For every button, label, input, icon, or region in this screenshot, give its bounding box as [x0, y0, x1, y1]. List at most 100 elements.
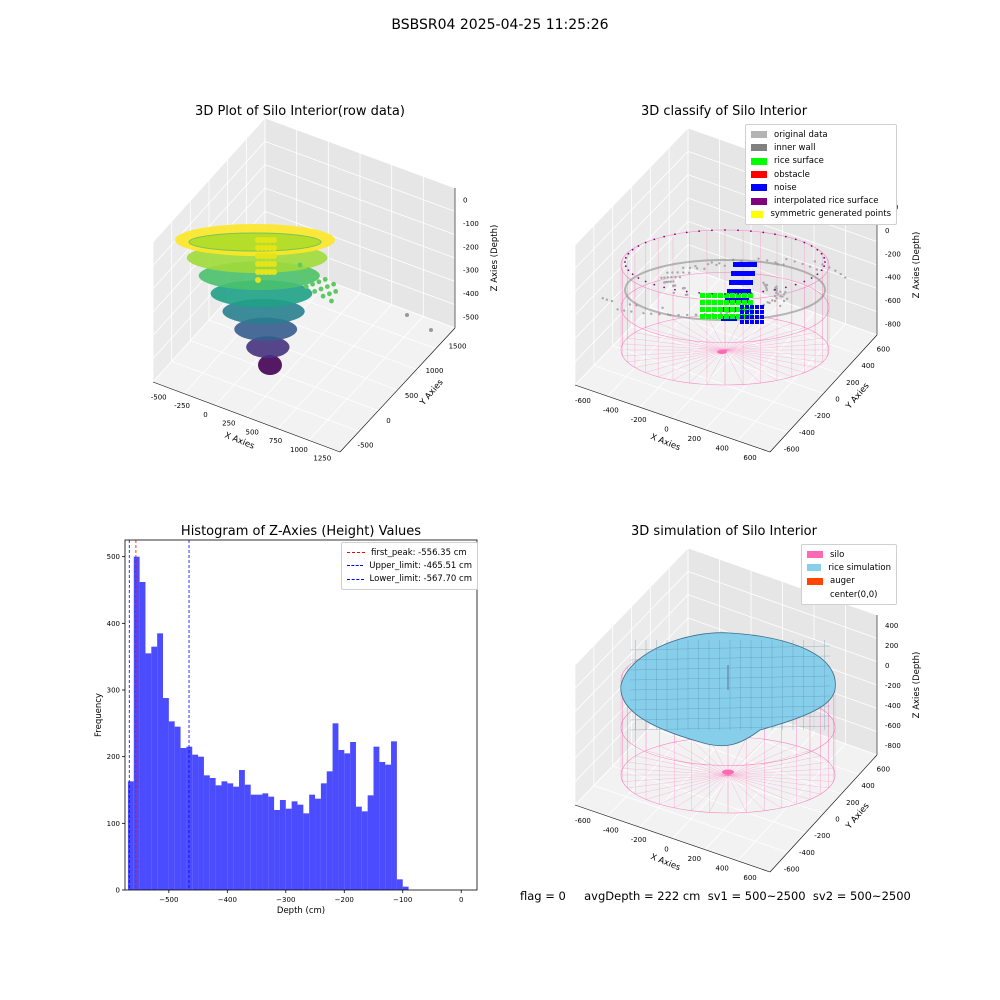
interpolated-point [749, 292, 752, 294]
histogram-bar [139, 582, 146, 890]
rice-surface-point [718, 307, 723, 312]
interpolated-point [637, 277, 640, 279]
original-data-point [764, 285, 767, 288]
histogram-bar [180, 748, 187, 890]
scatter-point [324, 284, 330, 289]
x-tick-label: 200 [688, 435, 701, 443]
original-data-point [778, 304, 782, 308]
original-data-point [676, 271, 679, 274]
noise-point [743, 271, 747, 276]
original-data-point [834, 269, 837, 272]
interpolated-point [824, 261, 826, 263]
rice-surface-point [742, 307, 747, 312]
histogram-bar [151, 646, 158, 890]
noise-point [755, 310, 759, 314]
original-data-point [715, 263, 718, 267]
interpolated-point [624, 265, 627, 268]
plot4-title: 3D simulation of Silo Interior [631, 524, 817, 539]
histogram-bar [379, 762, 386, 890]
rice-surface-point [712, 293, 717, 298]
y-tick-label: 1500 [449, 342, 467, 350]
surface-rim [188, 232, 322, 252]
x-tick-label: -200 [631, 416, 647, 424]
original-data-point [670, 276, 673, 279]
silo-floor-line [622, 343, 828, 357]
z-tick-label: -800 [885, 742, 901, 750]
y-tick-label: 300 [107, 687, 120, 695]
z-tick-label: -400 [463, 290, 479, 298]
y-tick-label: 400 [107, 620, 120, 628]
y-axis-label: Frequency [94, 693, 104, 737]
legend-swatch [751, 144, 767, 152]
y-tick-label: 100 [107, 820, 120, 828]
x-tick-label: −300 [276, 896, 295, 904]
z-tick-label: -500 [463, 313, 479, 321]
original-data-point [628, 303, 632, 306]
interpolated-point [737, 229, 739, 232]
rice-surface-point [730, 300, 735, 305]
interpolated-point [674, 233, 676, 236]
x-tick-label: −500 [159, 896, 178, 904]
scatter-point [306, 267, 311, 273]
original-data-point [660, 276, 663, 280]
original-data-point [601, 297, 604, 300]
interpolated-point [724, 293, 726, 295]
x-axis-label: X Axies [649, 852, 682, 873]
z-axis-label: Z Axies (Depth) [490, 225, 500, 292]
original-data-point [666, 271, 669, 274]
interpolated-point [784, 286, 787, 289]
histogram-bar [157, 633, 164, 890]
rice-surface-point [712, 307, 717, 312]
noise-point [745, 320, 749, 324]
legend-swatch [807, 564, 822, 572]
grid-line [152, 141, 266, 266]
interpolated-point [737, 292, 739, 295]
histogram-bar [402, 886, 409, 890]
original-data-point [839, 272, 842, 276]
interpolated-point [631, 273, 634, 276]
histogram-bar [315, 798, 321, 890]
interpolated-point [784, 235, 787, 238]
legend-swatch [751, 210, 764, 218]
rice-surface-point [736, 293, 741, 298]
original-data-point [669, 280, 673, 283]
grid-line [687, 570, 878, 639]
rice-surface-point [712, 314, 717, 319]
y-tick-label: 200 [846, 379, 859, 387]
y-axis-line [769, 754, 878, 873]
original-data-point [765, 259, 769, 262]
original-data-point [775, 297, 778, 300]
x-tick-label: 0 [459, 896, 463, 904]
scatter-point [271, 245, 277, 251]
surface-layer [258, 355, 282, 375]
grid-line [687, 267, 878, 336]
noise-point [755, 320, 759, 324]
rice-surface-point [718, 314, 723, 319]
original-data-point [813, 260, 817, 263]
histogram-bar [367, 795, 374, 890]
surface-layer [246, 336, 290, 358]
legend-item: rice simulation [807, 561, 891, 574]
rice-surface-point [736, 300, 741, 305]
noise-point [741, 280, 745, 285]
rice-surface-point [730, 293, 735, 298]
original-data-point [765, 287, 768, 290]
y-tick-label: 400 [861, 782, 874, 790]
noise-point [741, 262, 745, 267]
axis-pane [575, 688, 877, 872]
legend-swatch [807, 577, 823, 585]
noise-point [751, 271, 755, 276]
x-axis-label: Depth (cm) [277, 906, 325, 916]
original-data-point [663, 276, 666, 279]
scatter-point [271, 253, 277, 259]
histogram-bar [233, 786, 240, 890]
interpolated-point [644, 241, 647, 244]
z-axis-label: Z Axies (Depth) [912, 652, 922, 719]
legend-item: inner wall [751, 141, 891, 154]
histogram-bar [355, 806, 362, 890]
scatter-point [310, 281, 315, 287]
noise-point [735, 271, 739, 276]
rice-surface-point [700, 314, 705, 319]
rice-surface-point [742, 314, 747, 319]
